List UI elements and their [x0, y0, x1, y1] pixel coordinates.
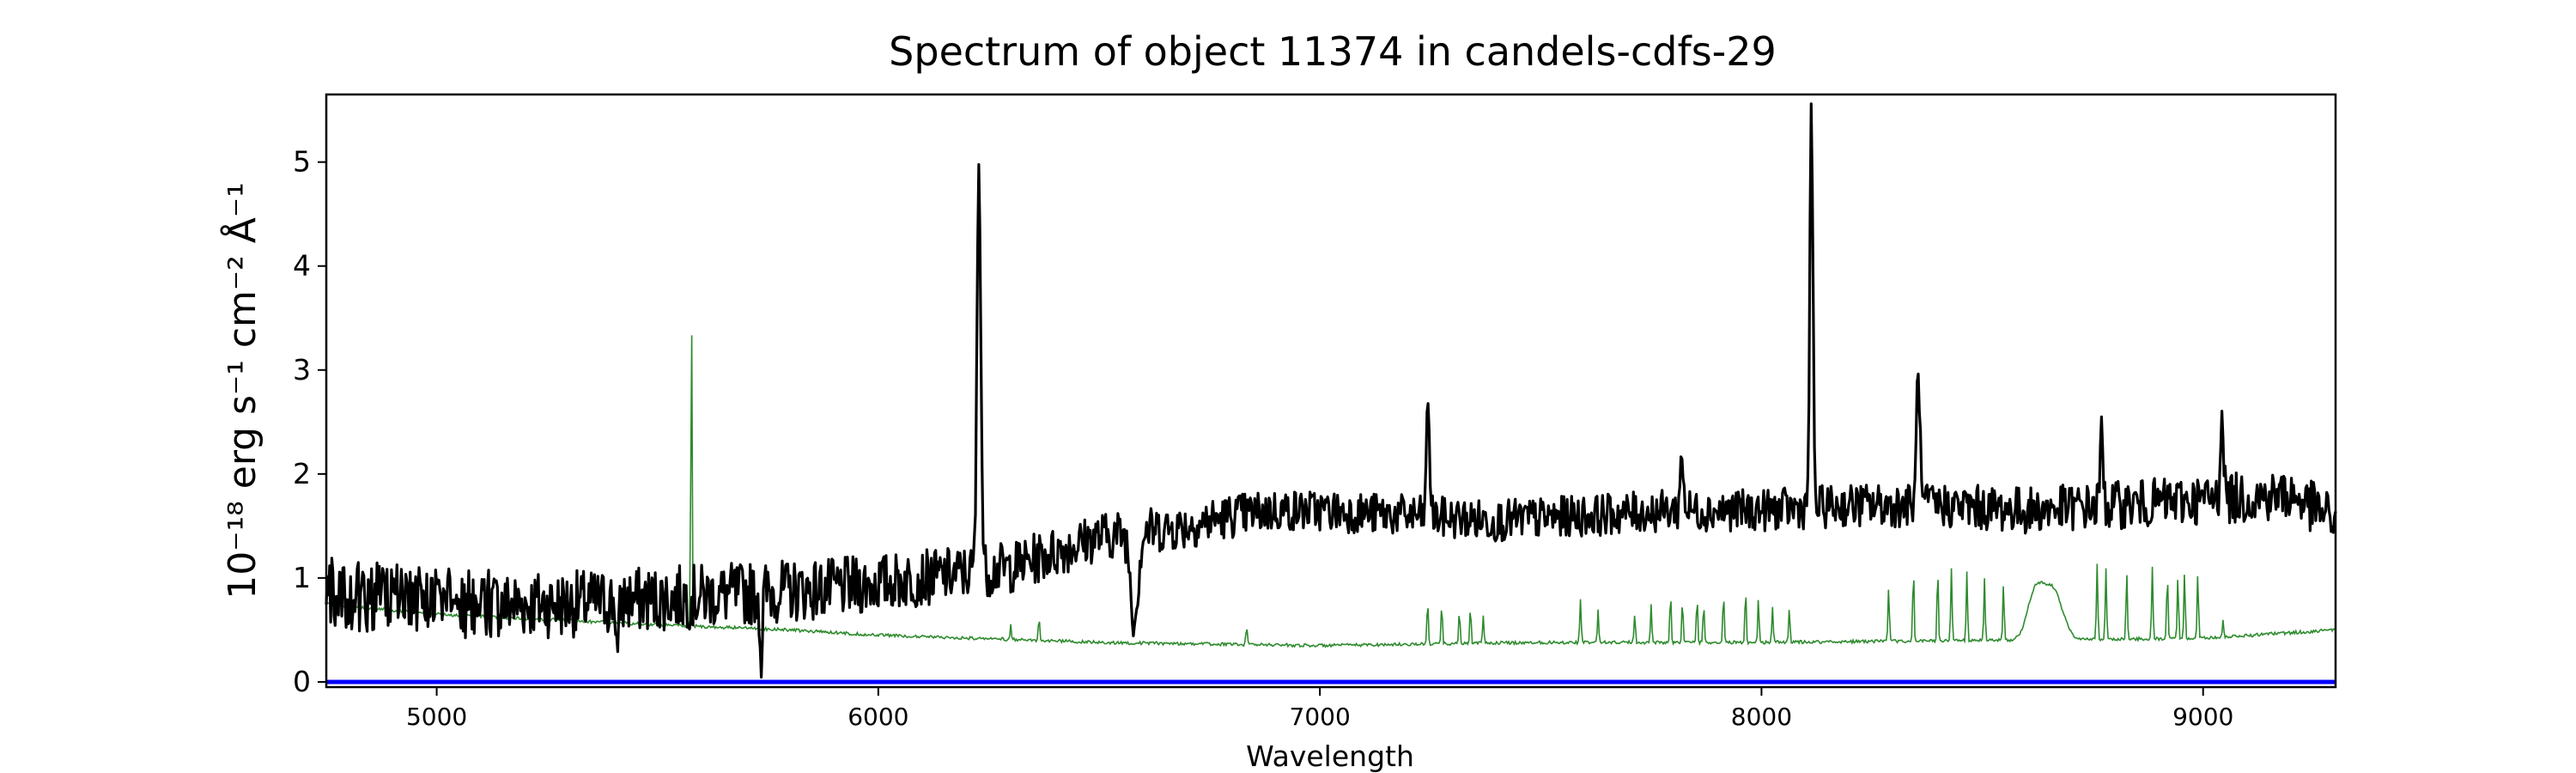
y-tick-label: 4	[293, 249, 311, 283]
y-tick-label: 1	[293, 561, 311, 594]
x-axis-label: Wavelength	[1246, 740, 1414, 773]
x-axis: 5000 6000 7000 8000 9000	[406, 687, 2233, 731]
axes-frame	[325, 93, 2337, 689]
y-axis: 0 1 2 3 4 5	[293, 145, 326, 698]
plot-area	[325, 102, 2337, 685]
x-tick-label: 9000	[2172, 703, 2233, 731]
flux-spectrum-line	[325, 102, 2337, 679]
x-tick-label: 7000	[1290, 703, 1351, 731]
x-tick-label: 8000	[1731, 703, 1792, 731]
y-tick-label: 2	[293, 457, 311, 490]
y-tick-label: 5	[293, 145, 311, 179]
chart-title: Spectrum of object 11374 in candels-cdfs…	[889, 28, 1777, 75]
x-tick-label: 5000	[406, 703, 467, 731]
y-axis-label: 10⁻¹⁸ erg s⁻¹ cm⁻² Å⁻¹	[219, 182, 264, 599]
y-tick-label: 0	[293, 665, 311, 698]
y-tick-label: 3	[293, 353, 311, 386]
error-spectrum-line	[325, 335, 2336, 648]
x-tick-label: 6000	[848, 703, 908, 731]
